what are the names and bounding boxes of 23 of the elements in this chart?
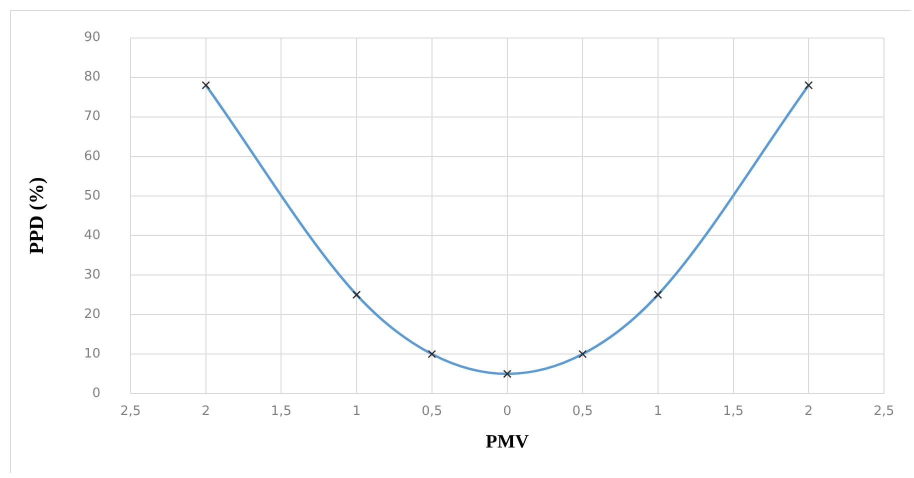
x-tick-label: 0,5 xyxy=(422,404,442,419)
y-tick-label: 50 xyxy=(84,188,101,204)
x-tick-label: 2,5 xyxy=(120,404,141,419)
x-tick-label: 2 xyxy=(202,404,210,419)
x-tick-label: 2 xyxy=(804,404,813,419)
y-tick-label: 90 xyxy=(84,30,101,46)
x-tick-label: 1 xyxy=(654,404,662,419)
x-tick-label: 1,5 xyxy=(722,404,744,419)
y-tick-label: 60 xyxy=(84,148,101,164)
y-tick-label: 20 xyxy=(84,306,101,322)
x-tick-label: 2,5 xyxy=(874,404,894,419)
y-tick-label: 40 xyxy=(84,228,101,243)
x-tick-label: 1 xyxy=(352,404,361,419)
y-tick-label: 80 xyxy=(84,70,101,85)
x-tick-label: 0 xyxy=(503,404,512,419)
y-tick-label: 30 xyxy=(84,267,101,282)
x-tick-label: 0,5 xyxy=(572,404,593,419)
x-axis-title: PMV xyxy=(486,432,530,453)
x-tick-label: 1,5 xyxy=(270,404,292,419)
y-tick-label: 10 xyxy=(84,346,101,362)
y-tick-label: 70 xyxy=(84,109,101,124)
y-axis-title: PPD (%) xyxy=(26,177,48,254)
y-tick-label: 0 xyxy=(92,386,101,401)
